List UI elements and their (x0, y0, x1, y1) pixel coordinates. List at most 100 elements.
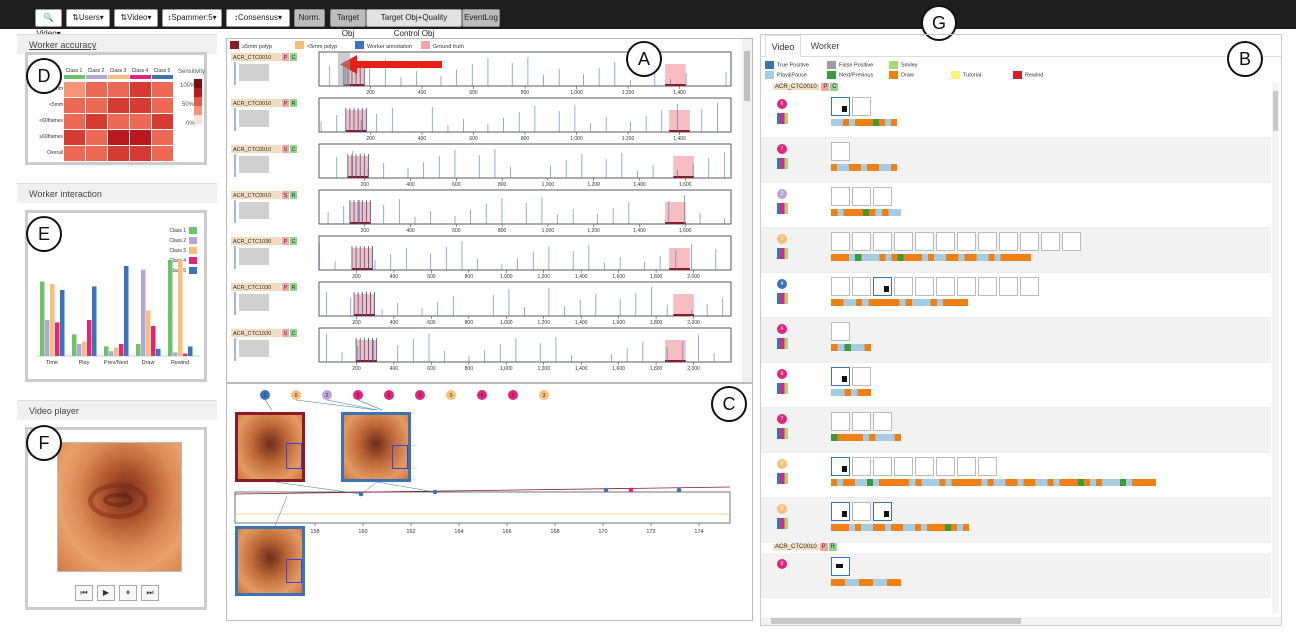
frame-thumbnail-1[interactable] (235, 412, 305, 482)
frame-square[interactable] (852, 502, 871, 521)
worker-row[interactable]: 6 (761, 93, 1271, 138)
frame-square[interactable] (831, 187, 850, 206)
frame-square[interactable] (1041, 232, 1060, 251)
frame-square[interactable] (852, 232, 871, 251)
worker-row[interactable]: 9 (761, 498, 1271, 543)
frame-square[interactable] (936, 457, 955, 476)
frame-square[interactable] (831, 457, 850, 476)
frame-square[interactable] (915, 277, 934, 296)
frame-square[interactable] (873, 187, 892, 206)
frame-square[interactable] (873, 232, 892, 251)
spammer-button[interactable]: ↕Spammer:5▾ (162, 9, 222, 27)
frame-square[interactable] (978, 232, 997, 251)
skip-back-button[interactable]: ⏮ (75, 585, 93, 601)
worker-class-icon (777, 383, 788, 394)
eventlog-toggle[interactable]: EventLog (462, 9, 500, 27)
frame-square[interactable] (957, 232, 976, 251)
worker-row[interactable]: 0 (761, 553, 1271, 598)
worker-row[interactable]: 8 (761, 453, 1271, 498)
tab-video[interactable]: Video (765, 35, 801, 57)
pause-button[interactable]: ⏸ (119, 585, 137, 601)
video-sort-button[interactable]: ⇅Video▾ (114, 9, 158, 27)
sort-icon: ⇅ (120, 13, 128, 22)
worker-row[interactable]: 6 (761, 318, 1271, 363)
frame-square[interactable] (936, 277, 955, 296)
right-vertical-scrollbar[interactable] (1272, 83, 1279, 613)
frame-square[interactable] (915, 457, 934, 476)
event-log-bar[interactable] (831, 299, 968, 306)
frame-square[interactable] (852, 187, 871, 206)
right-horizontal-scrollbar[interactable] (761, 617, 1281, 625)
event-log-bar[interactable] (831, 344, 871, 351)
worker-class-icon (777, 473, 788, 484)
timeline-scrollbar[interactable] (742, 39, 752, 382)
frame-square[interactable] (831, 367, 850, 386)
frame-square[interactable] (831, 277, 850, 296)
frame-square[interactable] (1020, 232, 1039, 251)
worker-row[interactable]: 2 (761, 183, 1271, 228)
event-log-bar[interactable] (831, 434, 901, 441)
frame-square[interactable] (831, 502, 850, 521)
frame-thumbnail-3[interactable] (235, 526, 305, 596)
frame-square[interactable] (831, 322, 850, 341)
frame-square[interactable] (852, 367, 871, 386)
event-log-bar[interactable] (831, 254, 1031, 261)
frame-square[interactable] (936, 232, 955, 251)
event-log-bar[interactable] (831, 209, 901, 216)
frame-square[interactable] (831, 142, 850, 161)
worker-row[interactable]: 3 (761, 228, 1271, 273)
frame-square[interactable] (873, 457, 892, 476)
frame-square[interactable] (894, 277, 913, 296)
heatmap-cell (108, 98, 129, 113)
frame-square[interactable] (915, 232, 934, 251)
worker-class-icon (777, 518, 788, 529)
pause-icon: ⏸ (126, 588, 130, 597)
frame-square[interactable] (957, 457, 976, 476)
event-log-bar[interactable] (831, 119, 897, 126)
skip-forward-button[interactable]: ⏭ (141, 585, 159, 601)
worker-row[interactable]: 6 (761, 363, 1271, 408)
video-id-bg (231, 329, 281, 337)
frame-square[interactable] (852, 277, 871, 296)
users-sort-button[interactable]: ⇅Users▾ (66, 9, 110, 27)
frame-square[interactable] (831, 232, 850, 251)
frame-square[interactable] (831, 412, 850, 431)
frame-square[interactable] (873, 502, 892, 521)
worker-row[interactable]: 7 (761, 138, 1271, 183)
event-log-bar[interactable] (831, 579, 901, 586)
frame-square[interactable] (999, 232, 1018, 251)
event-log-bar[interactable] (831, 164, 897, 171)
frame-square[interactable] (957, 277, 976, 296)
event-log-bar[interactable] (831, 524, 969, 531)
frame-square[interactable] (1062, 232, 1081, 251)
frame-square[interactable] (831, 97, 850, 116)
tick-label: 200 (366, 136, 375, 142)
worker-row[interactable]: 4 (761, 273, 1271, 318)
consensus-button[interactable]: ↕Consensus▾ (226, 9, 290, 27)
frame-square[interactable] (852, 412, 871, 431)
tab-worker[interactable]: Worker (810, 41, 840, 51)
play-button[interactable]: ▶ (97, 585, 115, 601)
frame-square[interactable] (852, 97, 871, 116)
frame-square[interactable] (978, 457, 997, 476)
frame-square[interactable] (1020, 277, 1039, 296)
frame-square[interactable] (999, 277, 1018, 296)
norm-toggle[interactable]: Norm. (294, 9, 325, 27)
frame-square[interactable] (978, 277, 997, 296)
worker-row[interactable]: 7 (761, 408, 1271, 453)
frame-square[interactable] (894, 457, 913, 476)
frame-square[interactable] (852, 457, 871, 476)
frame-square[interactable] (873, 412, 892, 431)
target-qc-toggle[interactable]: Target Obj+Quality Control Obj (366, 9, 462, 38)
ground-truth-region (354, 294, 375, 316)
event-log-bar[interactable] (831, 389, 871, 396)
frame-square[interactable] (831, 557, 850, 576)
frame-square[interactable] (894, 232, 913, 251)
target-obj-toggle[interactable]: Target Obj (330, 9, 366, 38)
event-log-bar[interactable] (831, 479, 1156, 486)
tick-label: 200 (366, 90, 375, 96)
video-filter-button[interactable]: 🔍Video▾ (35, 9, 62, 38)
video-player-title: Video player (17, 400, 217, 420)
frame-square[interactable] (873, 277, 892, 296)
frame-thumbnail-2[interactable] (341, 412, 411, 482)
